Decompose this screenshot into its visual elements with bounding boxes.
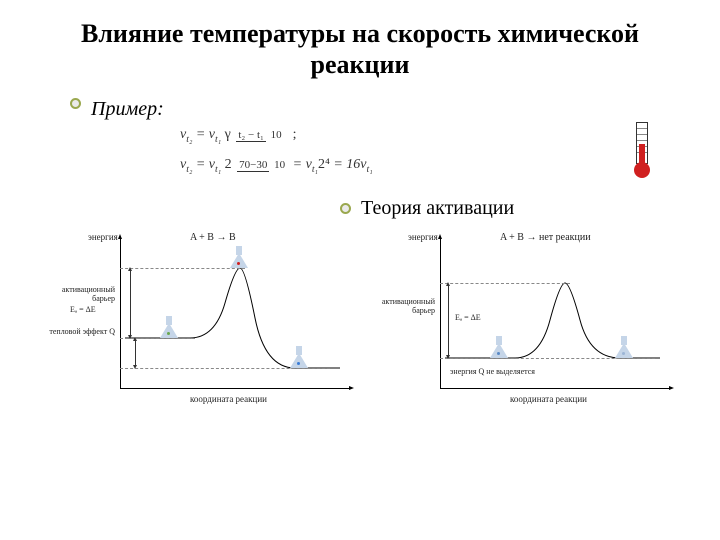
ea-label-left: Eₐ = ΔE [70, 306, 96, 315]
energy-diagram-left: энергия A + B → B координата реакции акт… [40, 228, 360, 408]
ea-arrow-left [130, 270, 131, 336]
flask-dot [297, 362, 300, 365]
thermometer-icon [634, 122, 650, 178]
example-row: Пример: [70, 98, 690, 121]
f2-frac-bot: 10 [272, 159, 287, 171]
f2-sub4: t₁ [367, 164, 373, 175]
flask-dot [497, 352, 500, 355]
f1-sub2: t₁ [215, 134, 221, 145]
f2-pow: 2⁴ [318, 157, 330, 172]
energy-diagram-right: энергия A + B → нет реакции координата р… [360, 228, 680, 408]
flask-low-icon [290, 346, 308, 368]
dash-peak-left [120, 268, 245, 269]
heat-label-left: тепловой эффект Q [40, 328, 115, 337]
f2-mid1: = v [192, 157, 215, 172]
flask-dot [622, 352, 625, 355]
f2-frac: 70−30 10 [237, 159, 287, 171]
flask-high-icon [230, 246, 248, 268]
f1-gamma: γ [225, 127, 231, 142]
f2-mid2: = v [293, 157, 312, 172]
dash-end-left [120, 368, 330, 369]
f1-frac-bot: 10 [269, 129, 284, 141]
diagram-row: энергия A + B → B координата реакции акт… [30, 228, 690, 408]
formula-block: vt₂ = vt₁ γ t₂ − t₁ 10 ; vt₂ = vt₁ 2 70−… [180, 127, 690, 175]
q-arrow-left [135, 340, 136, 366]
slide-title: Влияние температуры на скорость химическ… [30, 18, 690, 80]
f2-eq: = 16v [330, 157, 367, 172]
example-label: Пример: [91, 98, 164, 121]
theory-row: Теория активации [340, 197, 690, 220]
dash-peak-right [440, 283, 570, 284]
flask-dot [237, 262, 240, 265]
flask-mid-icon [160, 316, 178, 338]
curve-left [40, 228, 360, 408]
f1-frac-top: t₂ − t₁ [236, 129, 266, 142]
flask-dot [167, 332, 170, 335]
bullet-icon [340, 203, 351, 214]
energy-label-right: энергия Q не выделяется [450, 368, 535, 377]
ea-label-right: Eₐ = ΔE [455, 314, 481, 323]
flask-a-icon [490, 336, 508, 358]
f1-mid: = v [192, 127, 215, 142]
f2-frac-top: 70−30 [237, 159, 269, 172]
formula-line-2: vt₂ = vt₁ 2 70−30 10 = vt₁2⁴ = 16vt₁ [180, 157, 690, 175]
barrier-label-right: активационный барьер [365, 298, 435, 316]
f1-frac: t₂ − t₁ 10 [236, 129, 283, 141]
f2-base: 2 [221, 157, 232, 172]
curve-right [360, 228, 680, 408]
slide: Влияние температуры на скорость химическ… [0, 0, 720, 540]
theory-label: Теория активации [361, 197, 514, 220]
flask-b-icon [615, 336, 633, 358]
dash-base-right [440, 358, 655, 359]
formula-line-1: vt₂ = vt₁ γ t₂ − t₁ 10 ; [180, 127, 690, 145]
ea-arrow-right [448, 285, 449, 356]
bullet-icon [70, 98, 81, 109]
barrier-label-left: активационный барьер [45, 286, 115, 304]
